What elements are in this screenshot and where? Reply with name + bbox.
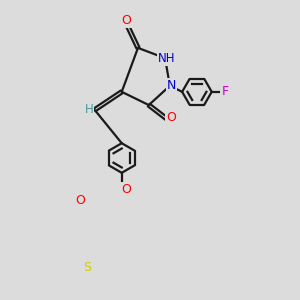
Text: S: S xyxy=(83,261,92,274)
Text: F: F xyxy=(221,85,229,98)
Text: O: O xyxy=(121,183,130,196)
Text: N: N xyxy=(167,79,176,92)
Text: O: O xyxy=(121,14,131,27)
Text: O: O xyxy=(75,194,85,207)
Text: O: O xyxy=(166,112,176,124)
Text: NH: NH xyxy=(158,52,175,64)
Text: H: H xyxy=(85,103,93,116)
